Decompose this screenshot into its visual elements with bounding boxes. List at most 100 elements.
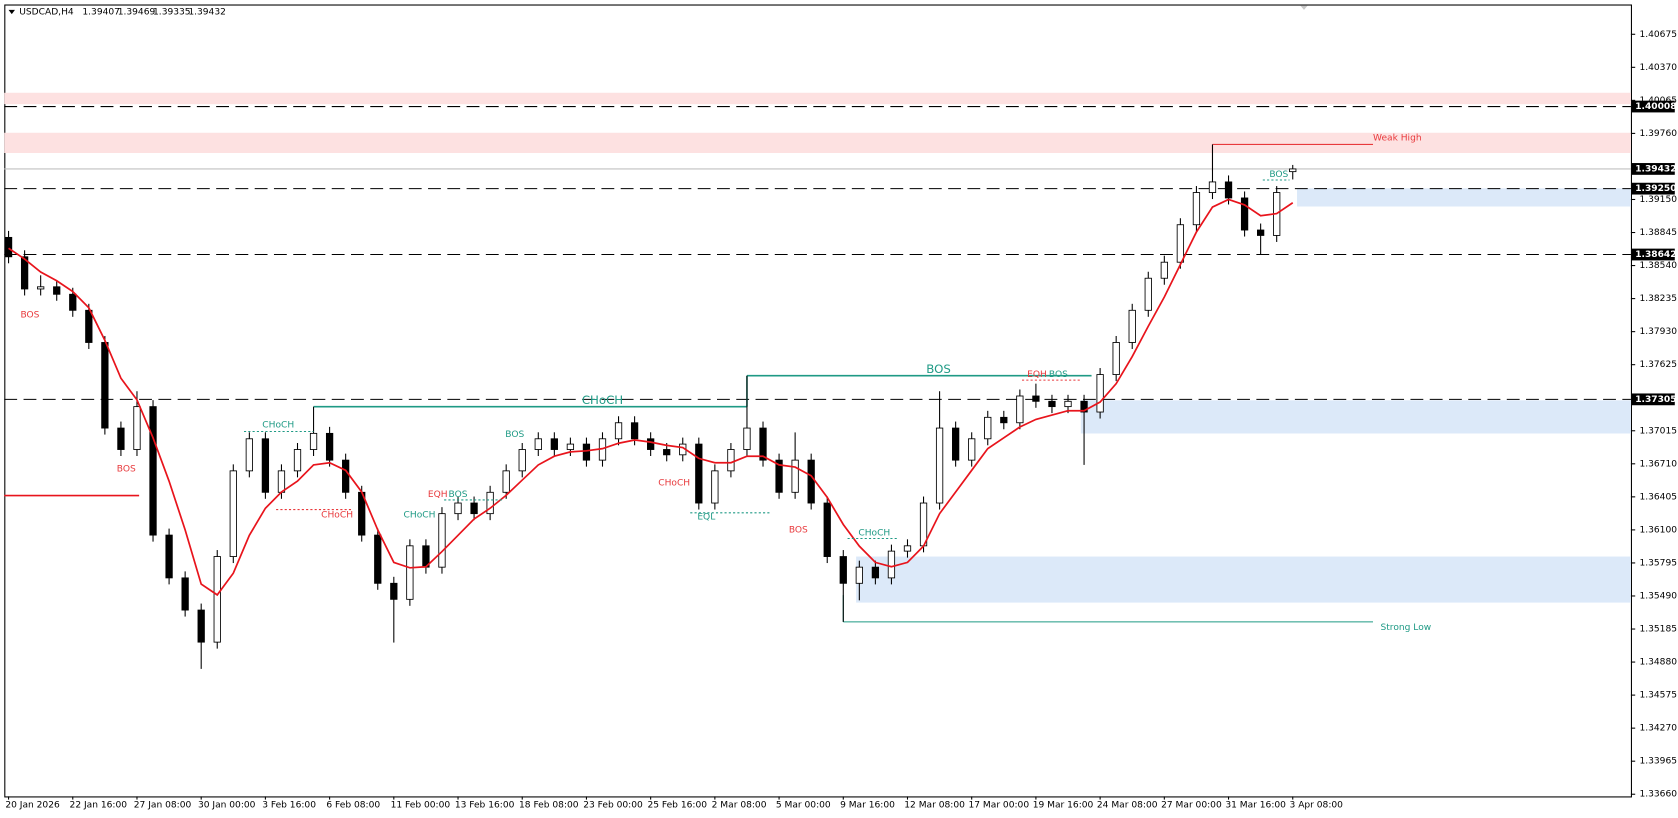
plot-frame <box>4 4 1632 798</box>
y-tick-label: 1.37625 <box>1639 360 1677 370</box>
y-tick-label: 1.37930 <box>1639 327 1677 337</box>
y-tick-label: 1.38235 <box>1639 294 1677 304</box>
candle-body <box>1289 168 1297 173</box>
candle-body <box>1257 229 1265 236</box>
y-tick-label: 1.39760 <box>1639 129 1677 139</box>
annotation: CHoCH <box>404 510 436 520</box>
candle-body <box>390 582 398 600</box>
zone <box>856 556 1631 603</box>
x-tick-label: 13 Feb 16:00 <box>455 800 515 810</box>
candle-body <box>454 502 462 515</box>
symbol-menu[interactable] <box>8 9 15 15</box>
candle-body <box>1048 400 1056 408</box>
x-tick-label: 22 Jan 16:00 <box>70 800 128 810</box>
y-tick-label: 1.34575 <box>1639 691 1677 701</box>
annotation: CHoCH <box>321 510 353 520</box>
candle-body <box>968 438 976 461</box>
candle-body <box>438 513 446 568</box>
candle-body <box>4 236 13 258</box>
annotation: CHoCH <box>658 478 690 488</box>
candle-body <box>213 556 221 643</box>
y-tick-label: 1.40675 <box>1639 30 1677 40</box>
candle-body <box>1224 181 1233 199</box>
y-tick-label: 1.38845 <box>1639 228 1677 238</box>
candle-body <box>325 432 334 461</box>
candle-body <box>1240 197 1249 231</box>
candle-body <box>1016 395 1024 424</box>
candle-body <box>1128 309 1136 343</box>
candle-body <box>486 491 494 515</box>
annotation: EQH <box>428 490 448 500</box>
x-tick-label: 27 Jan 08:00 <box>134 800 192 810</box>
x-tick-label: 6 Feb 08:00 <box>326 800 380 810</box>
candle-body <box>229 470 237 557</box>
candle-body <box>759 427 767 461</box>
candle-body <box>903 545 912 552</box>
price-label: 1.40008 <box>1635 102 1676 112</box>
price-label: 1.38642 <box>1635 250 1676 260</box>
annotation: BOS <box>1049 370 1068 380</box>
candle-body <box>887 550 896 579</box>
candle-body <box>277 470 286 493</box>
y-tick-label: 1.35490 <box>1639 591 1677 601</box>
candle-body <box>149 406 157 536</box>
candle-body <box>342 459 350 493</box>
candle-body <box>952 427 960 461</box>
candle-body <box>181 577 189 611</box>
zone <box>1080 400 1631 434</box>
x-tick-label: 24 Mar 08:00 <box>1097 800 1158 810</box>
y-tick-label: 1.36405 <box>1639 492 1677 502</box>
price-label-box <box>1631 248 1675 261</box>
x-tick-label: 17 Mar 00:00 <box>968 800 1029 810</box>
annotation: CHoCH <box>858 529 890 539</box>
candle-body <box>727 449 735 472</box>
candle-body <box>133 406 141 450</box>
candle-body <box>53 286 61 295</box>
candle-body <box>406 545 414 600</box>
annotation: CHoCH <box>582 393 623 407</box>
x-tick-label: 11 Feb 00:00 <box>391 800 451 810</box>
candles <box>4 144 1297 669</box>
candle-body <box>1176 224 1185 263</box>
annotation: EQL <box>697 513 716 523</box>
candle-body <box>775 459 783 493</box>
candle-body <box>695 443 703 504</box>
x-tick-label: 3 Feb 16:00 <box>262 800 316 810</box>
zone <box>1297 188 1631 207</box>
candle-body <box>1160 261 1168 279</box>
zone <box>4 92 1631 105</box>
x-tick-label: 12 Mar 08:00 <box>904 800 965 810</box>
y-tick-label: 1.36100 <box>1639 525 1677 535</box>
annotation: BOS <box>20 310 39 320</box>
candle-body <box>743 427 751 450</box>
price-label: 1.37305 <box>1635 395 1676 405</box>
y-tick-label: 1.40370 <box>1639 63 1677 73</box>
candle-body <box>630 422 639 440</box>
candle-body <box>1192 192 1201 226</box>
x-tick-label: 9 Mar 16:00 <box>840 800 895 810</box>
y-tick-label: 1.37015 <box>1639 426 1677 436</box>
y-tick-label: 1.34880 <box>1639 658 1677 668</box>
y-tick-label: 1.33965 <box>1639 757 1677 767</box>
candle-body <box>1080 400 1088 413</box>
annotation: Strong Low <box>1380 623 1431 633</box>
annotation: BOS <box>1269 170 1288 180</box>
candle-body <box>518 449 526 472</box>
candle-body <box>85 309 93 343</box>
candle-body <box>614 422 623 440</box>
candle-body <box>582 443 591 461</box>
candle-body <box>1064 400 1072 408</box>
y-tick-label: 1.34270 <box>1639 724 1677 734</box>
candle-body <box>919 502 928 547</box>
x-tick-label: 19 Mar 16:00 <box>1033 800 1094 810</box>
candle-body <box>550 438 558 450</box>
price-label-box <box>1631 182 1675 195</box>
candle-body <box>711 470 719 504</box>
candle-body <box>1032 395 1040 402</box>
x-tick-label: 2 Mar 08:00 <box>712 800 767 810</box>
candle-body <box>165 534 173 579</box>
candle-body <box>791 459 799 493</box>
